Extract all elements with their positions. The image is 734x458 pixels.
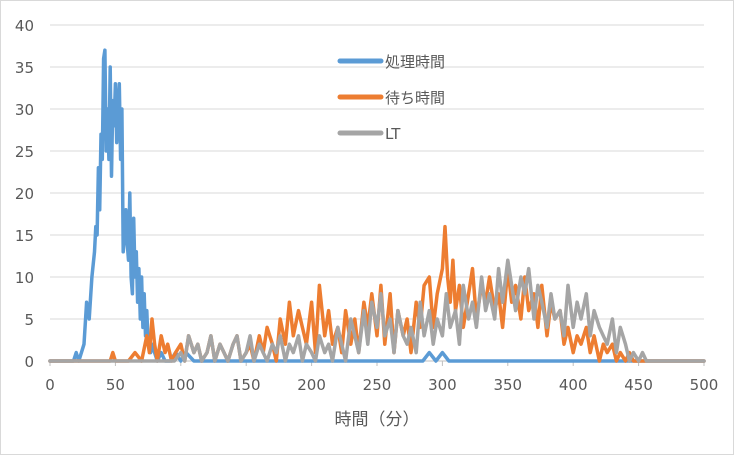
- gridlines: [50, 24, 704, 362]
- legend-label-1: 待ち時間: [385, 89, 445, 107]
- legend-label-0: 処理時間: [385, 53, 445, 71]
- x-tick-label-100: 100: [166, 376, 195, 394]
- series-line-2: [48, 258, 706, 363]
- legend-label-2: LT: [385, 125, 401, 143]
- y-tick-label-35: 35: [15, 59, 34, 77]
- x-tick-label-250: 250: [363, 376, 392, 394]
- x-tick-label-200: 200: [297, 376, 326, 394]
- y-tick-label-40: 40: [15, 17, 34, 35]
- y-tick-label-10: 10: [15, 269, 34, 287]
- x-tick-label-400: 400: [559, 376, 588, 394]
- x-tick-label-300: 300: [428, 376, 457, 394]
- x-tick-label-450: 450: [624, 376, 653, 394]
- x-tick-label-500: 500: [690, 376, 719, 394]
- x-tick-label-150: 150: [232, 376, 261, 394]
- x-tick-label-350: 350: [493, 376, 522, 394]
- y-tick-label-20: 20: [15, 185, 34, 203]
- x-tick-label-50: 50: [106, 376, 125, 394]
- y-tick-label-15: 15: [15, 227, 34, 245]
- y-tick-label-0: 0: [24, 353, 34, 371]
- series-lines: [48, 48, 706, 363]
- y-tick-label-5: 5: [24, 311, 34, 329]
- y-tick-label-25: 25: [15, 143, 34, 161]
- y-tick-label-30: 30: [15, 101, 34, 119]
- x-axis-label: 時間（分）: [335, 410, 420, 430]
- x-tick-label-0: 0: [45, 376, 55, 394]
- series-line-0: [48, 48, 706, 363]
